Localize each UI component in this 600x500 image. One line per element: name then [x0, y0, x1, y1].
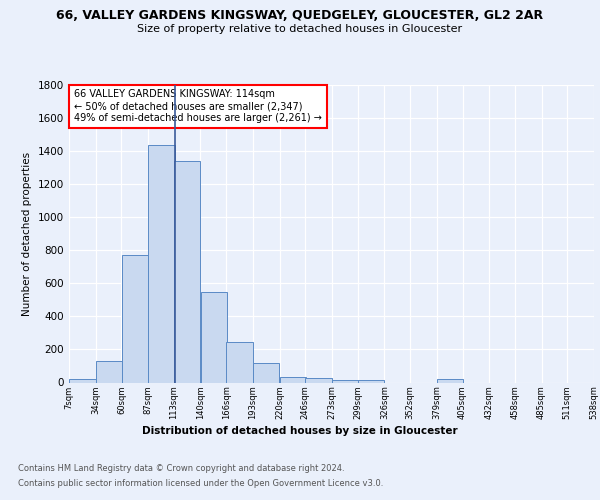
Bar — [437, 379, 463, 382]
Bar — [174, 161, 200, 382]
Bar — [253, 364, 280, 382]
Bar — [332, 380, 359, 382]
Bar — [200, 292, 227, 382]
Bar — [226, 342, 253, 382]
Text: 66 VALLEY GARDENS KINGSWAY: 114sqm
← 50% of detached houses are smaller (2,347)
: 66 VALLEY GARDENS KINGSWAY: 114sqm ← 50%… — [74, 90, 322, 122]
Bar — [358, 380, 384, 382]
Text: Contains HM Land Registry data © Crown copyright and database right 2024.: Contains HM Land Registry data © Crown c… — [18, 464, 344, 473]
Bar — [305, 378, 332, 382]
Text: 66, VALLEY GARDENS KINGSWAY, QUEDGELEY, GLOUCESTER, GL2 2AR: 66, VALLEY GARDENS KINGSWAY, QUEDGELEY, … — [56, 9, 544, 22]
Text: Distribution of detached houses by size in Gloucester: Distribution of detached houses by size … — [142, 426, 458, 436]
Bar — [96, 361, 122, 382]
Text: Size of property relative to detached houses in Gloucester: Size of property relative to detached ho… — [137, 24, 463, 34]
Bar — [148, 144, 175, 382]
Y-axis label: Number of detached properties: Number of detached properties — [22, 152, 32, 316]
Bar — [280, 377, 306, 382]
Bar — [69, 379, 95, 382]
Bar — [122, 255, 148, 382]
Text: Contains public sector information licensed under the Open Government Licence v3: Contains public sector information licen… — [18, 479, 383, 488]
